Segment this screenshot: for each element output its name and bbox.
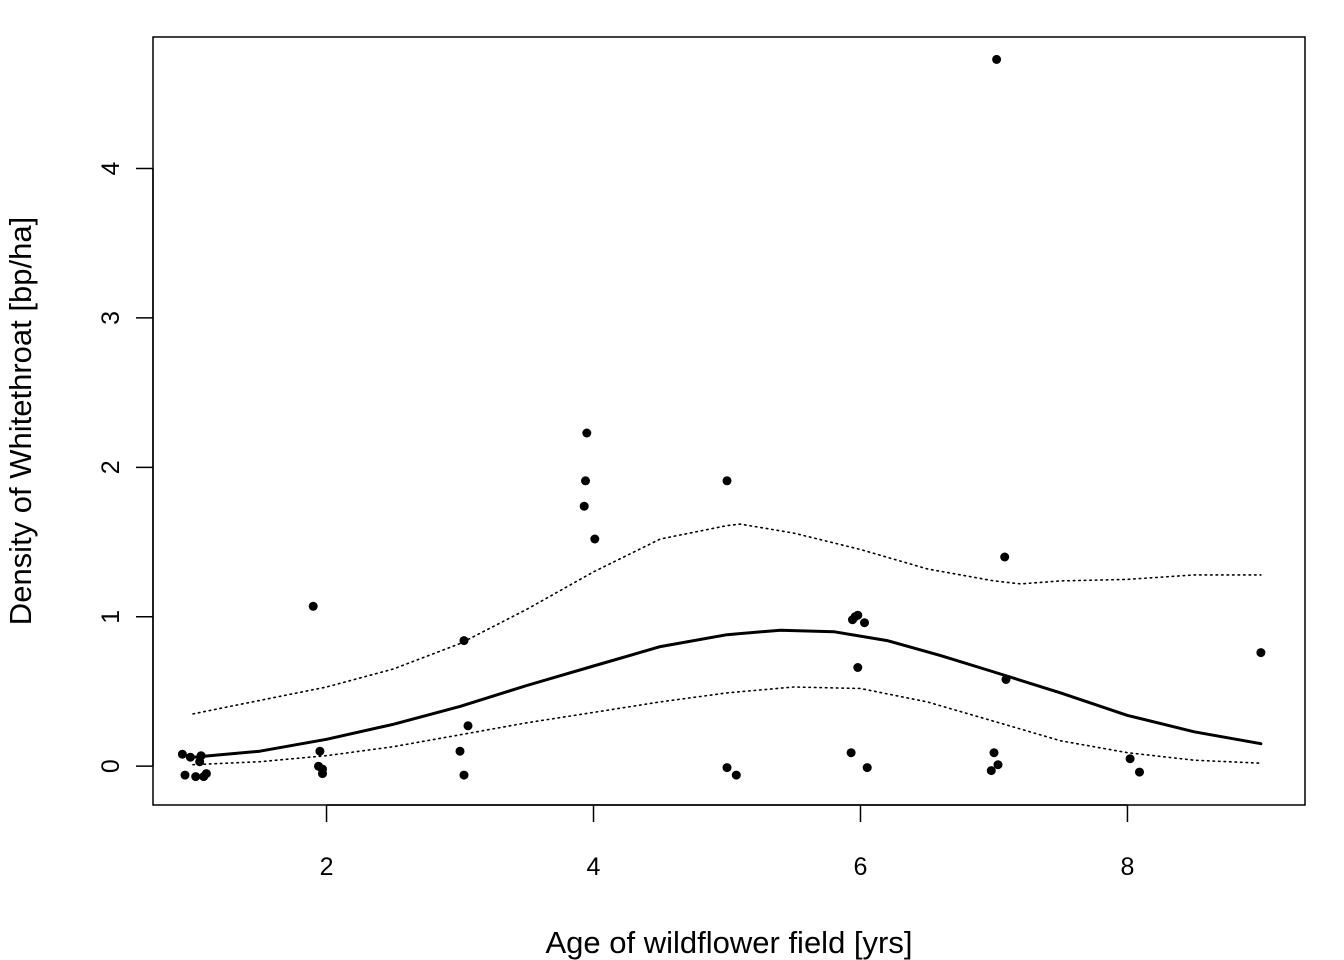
data-point	[1135, 767, 1144, 777]
data-point	[992, 54, 1002, 64]
data-point	[1000, 552, 1010, 562]
x-tick-label: 6	[854, 853, 868, 881]
data-point	[318, 764, 327, 774]
data-point	[201, 769, 211, 779]
data-point	[315, 746, 325, 756]
confidence-band-line	[192, 686, 1262, 766]
data-point	[846, 748, 856, 758]
data-point	[1001, 675, 1011, 684]
data-point	[1125, 754, 1135, 764]
data-point	[196, 751, 206, 761]
data-point	[731, 770, 741, 780]
confidence-band-line	[192, 523, 1262, 715]
y-tick-label: 4	[97, 161, 125, 175]
data-point	[177, 749, 187, 759]
data-point	[590, 534, 600, 544]
data-point	[862, 763, 872, 773]
data-point	[459, 770, 469, 780]
data-point	[455, 746, 465, 756]
data-point	[986, 766, 996, 776]
data-point	[185, 752, 195, 762]
x-axis: 2 4 6 8	[320, 804, 1135, 881]
data-point	[579, 501, 589, 511]
data-point	[581, 476, 590, 486]
data-point	[853, 610, 863, 620]
data-point	[582, 428, 592, 438]
data-point	[459, 636, 469, 646]
data-point	[722, 763, 732, 773]
x-tick-label: 2	[320, 853, 334, 881]
x-tick-label: 8	[1121, 853, 1135, 881]
data-point	[463, 721, 473, 731]
data-point	[860, 618, 869, 628]
x-axis-label: Age of wildflower field [yrs]	[546, 925, 913, 960]
y-tick-label: 0	[97, 759, 125, 773]
x-tick-label: 4	[587, 853, 601, 881]
data-point	[853, 663, 863, 672]
data-point	[191, 772, 201, 782]
data-point	[722, 476, 732, 486]
plot-frame	[152, 36, 1306, 806]
y-tick-label: 3	[97, 311, 125, 325]
y-axis-label: Density of Whitethroat [bp/ha]	[3, 217, 38, 625]
fitted-curve-line	[191, 628, 1263, 759]
data-point	[989, 748, 999, 758]
chart-marks	[177, 54, 1266, 782]
y-tick-label: 1	[97, 610, 125, 624]
data-point	[993, 760, 1003, 770]
data-point	[180, 770, 190, 780]
y-axis: 0 1 2 3 4	[97, 161, 154, 773]
data-point	[1256, 648, 1266, 658]
y-tick-label: 2	[97, 460, 125, 474]
data-point	[308, 601, 318, 611]
